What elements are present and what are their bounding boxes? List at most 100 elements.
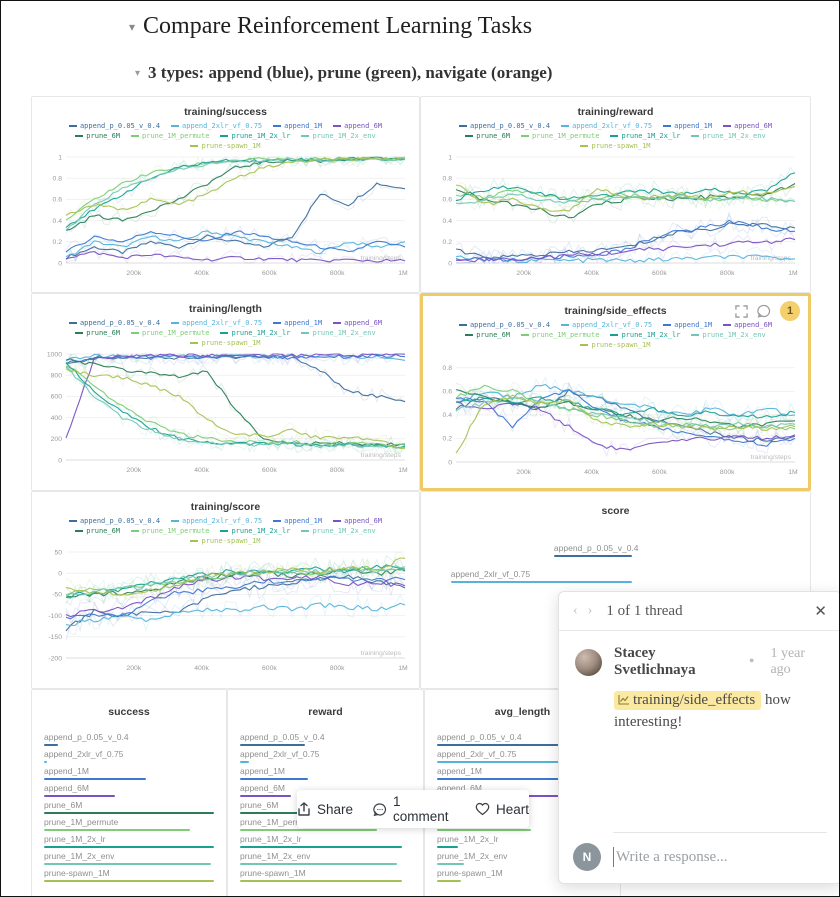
legend-item[interactable]: prune_1M_2x_env <box>691 330 766 340</box>
series-line[interactable] <box>455 396 795 429</box>
bar-row[interactable]: append_6M <box>44 783 214 800</box>
series-line[interactable] <box>65 557 405 596</box>
legend-item[interactable]: prune-spawn_1M <box>190 536 261 546</box>
series-line[interactable] <box>65 251 405 263</box>
legend-item[interactable]: append_1M <box>273 318 322 328</box>
series-line[interactable] <box>65 574 405 618</box>
legend-item[interactable]: prune_1M_2x_lr <box>220 328 290 338</box>
series-line[interactable] <box>65 230 405 258</box>
panel-training-reward[interactable]: training/reward append_p_0.05_v_0.4 appen… <box>420 96 811 293</box>
bar-row[interactable]: prune-spawn_1M <box>437 868 608 885</box>
legend-item[interactable]: prune-spawn_1M <box>190 338 261 348</box>
series-line[interactable] <box>65 574 405 632</box>
panel-training-length[interactable]: training/length append_p_0.05_v_0.4 appen… <box>31 293 420 491</box>
legend-item[interactable]: prune_1M_2x_env <box>301 131 376 141</box>
bar-row[interactable]: prune_1M_2x_lr <box>240 834 411 851</box>
series-line[interactable] <box>455 394 795 454</box>
series-line[interactable] <box>455 222 795 260</box>
reply-input[interactable] <box>613 847 827 867</box>
bar-row[interactable]: append_p_0.05_v_0.4 <box>240 732 411 749</box>
series-line[interactable] <box>455 184 795 212</box>
legend-item[interactable]: prune_1M_2x_lr <box>220 131 290 141</box>
panel-success-bars[interactable]: success append_p_0.05_v_0.4 append_2xlr_v… <box>31 689 227 896</box>
series-line[interactable] <box>65 157 405 231</box>
legend-item[interactable]: append_p_0.05_v_0.4 <box>68 318 160 328</box>
avatar[interactable] <box>575 648 602 676</box>
bar-row[interactable]: prune_1M_2x_lr <box>44 834 214 851</box>
legend-item[interactable]: append_p_0.05_v_0.4 <box>458 320 550 330</box>
legend-item[interactable]: prune_1M_2x_env <box>691 131 766 141</box>
line-chart-training-side-effects[interactable]: 0 0.2 0.4 0.6 0.8 200k 400k 600k 800k 1M training/… <box>430 352 802 478</box>
legend-item[interactable]: prune-spawn_1M <box>190 141 261 151</box>
next-thread-button[interactable]: › <box>587 603 593 618</box>
series-line[interactable] <box>455 172 795 202</box>
legend-item[interactable]: prune_6M <box>75 526 120 536</box>
bar-row[interactable]: prune_6M <box>44 800 214 817</box>
bar-row[interactable]: prune_1M_2x_env <box>437 851 608 868</box>
share-button[interactable]: Share <box>297 802 353 817</box>
series-line[interactable] <box>65 602 405 627</box>
bar-row[interactable]: append_2xlr_vf_0.75 <box>44 749 214 766</box>
legend-item[interactable]: prune_1M_2x_lr <box>610 131 680 141</box>
series-line[interactable] <box>65 156 405 216</box>
series-line[interactable] <box>65 230 405 253</box>
legend-item[interactable]: prune_1M_2x_env <box>301 328 376 338</box>
series-line[interactable] <box>455 401 795 451</box>
series-line[interactable] <box>455 388 795 443</box>
bar-row[interactable]: append_2xlr_vf_0.75 <box>240 749 411 766</box>
legend-item[interactable]: append_2xlr_vf_0.75 <box>171 121 262 131</box>
comment-author[interactable]: Stacey Svetlichnaya <box>614 645 696 678</box>
comment-count-badge[interactable]: 1 <box>780 301 800 321</box>
bar-row[interactable]: prune_1M_permute <box>44 817 214 834</box>
series-line[interactable] <box>455 193 795 204</box>
legend-item[interactable]: prune-spawn_1M <box>580 141 651 151</box>
panel-training-success[interactable]: training/success append_p_0.05_v_0.4 appe… <box>31 96 420 293</box>
legend-item[interactable]: append_6M <box>333 516 382 526</box>
series-line[interactable] <box>65 157 405 231</box>
bar-row[interactable]: append_2xlr_vf_0.75 <box>435 567 796 593</box>
comment-bubble-icon[interactable] <box>757 304 771 318</box>
series-line[interactable] <box>455 183 795 219</box>
panel-reward-bars[interactable]: reward append_p_0.05_v_0.4 append_2xlr_vf… <box>227 689 424 896</box>
series-line[interactable] <box>65 575 405 620</box>
legend-item[interactable]: append_2xlr_vf_0.75 <box>561 121 652 131</box>
series-line[interactable] <box>65 368 405 450</box>
collapse-caret-icon[interactable]: ▾ <box>135 67 141 79</box>
legend-item[interactable]: append_p_0.05_v_0.4 <box>68 121 160 131</box>
legend-item[interactable]: prune_6M <box>465 131 510 141</box>
expand-icon[interactable] <box>735 304 748 318</box>
bar-row[interactable]: append_p_0.05_v_0.4 <box>435 541 796 567</box>
comment-button[interactable]: 1 comment <box>373 794 455 824</box>
collapse-caret-icon[interactable]: ▾ <box>129 19 136 34</box>
series-line[interactable] <box>455 237 795 263</box>
line-chart-training-length[interactable]: 0 200 400 600 800 1000 200k 400k 600k 800k 1M train… <box>40 350 412 476</box>
bar-row[interactable]: prune_1M_permute <box>240 817 411 834</box>
bar-row[interactable]: prune_1M_2x_lr <box>437 834 608 851</box>
series-line[interactable] <box>64 353 405 439</box>
legend-item[interactable]: append_1M <box>663 320 712 330</box>
legend-item[interactable]: append_1M <box>273 516 322 526</box>
series-line[interactable] <box>65 565 405 598</box>
legend-item[interactable]: append_6M <box>723 121 772 131</box>
bar-row[interactable]: prune-spawn_1M <box>240 868 411 885</box>
legend-item[interactable]: prune_1M_2x_lr <box>610 330 680 340</box>
series-line[interactable] <box>455 219 795 262</box>
legend-item[interactable]: prune-spawn_1M <box>580 340 651 350</box>
legend-item[interactable]: prune_1M_permute <box>131 131 209 141</box>
series-line[interactable] <box>455 254 795 264</box>
legend-item[interactable]: prune_1M_permute <box>521 330 599 340</box>
legend-item[interactable]: prune_6M <box>75 131 120 141</box>
bar-row[interactable]: append_2xlr_vf_0.75 <box>437 749 608 766</box>
legend-item[interactable]: append_6M <box>333 318 382 328</box>
legend-item[interactable]: append_2xlr_vf_0.75 <box>171 516 262 526</box>
current-user-avatar[interactable]: N <box>573 843 601 871</box>
bar-row[interactable]: append_6M <box>240 783 411 800</box>
legend-item[interactable]: append_6M <box>723 320 772 330</box>
legend-item[interactable]: prune_1M_2x_lr <box>220 526 290 536</box>
panel-training-score[interactable]: training/score append_p_0.05_v_0.4 append… <box>31 491 420 689</box>
series-line[interactable] <box>65 353 405 365</box>
legend-item[interactable]: prune_6M <box>75 328 120 338</box>
legend-item[interactable]: append_1M <box>663 121 712 131</box>
close-icon[interactable]: ✕ <box>814 603 827 620</box>
legend-item[interactable]: prune_1M_2x_env <box>301 526 376 536</box>
